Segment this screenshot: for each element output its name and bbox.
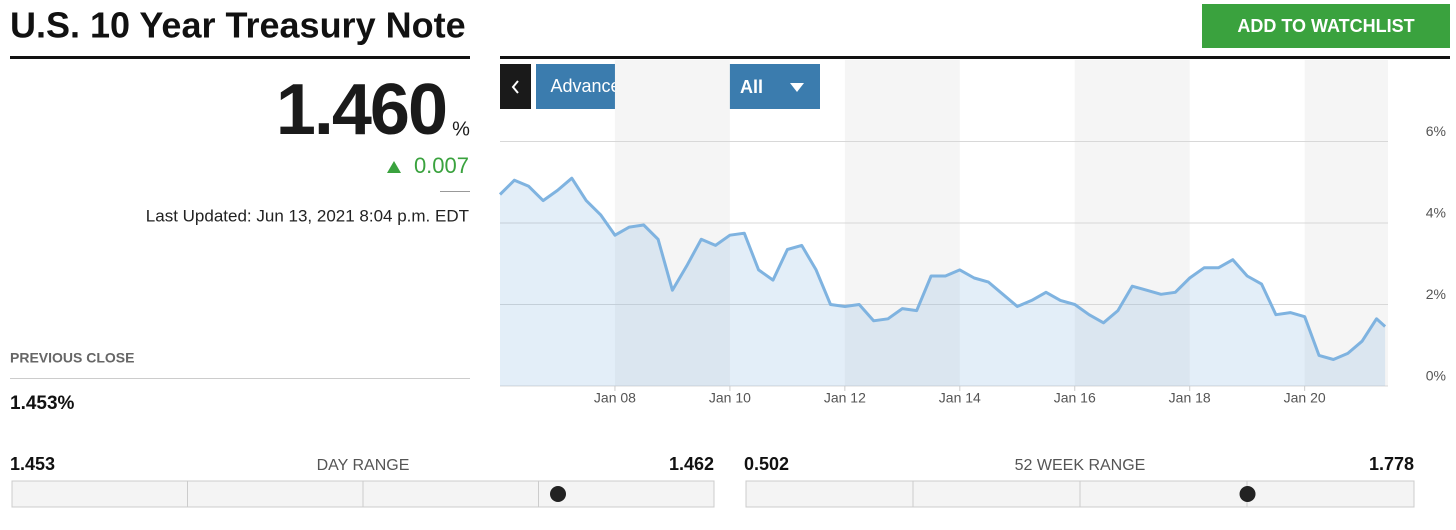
y-tick-label: 6% [1426,123,1446,139]
x-tick-label: Jan 12 [824,390,866,406]
previous-close: 1.453% [10,393,75,414]
chart-rule [500,56,1450,59]
area [500,178,1386,386]
dropdown-arrow[interactable] [790,83,804,92]
title-rule [10,56,470,59]
range-dot [1239,486,1256,502]
x-tick-label: Jan 14 [939,390,981,406]
price-unit: % [452,118,470,140]
y-tick-label: 0% [1426,368,1446,384]
x-tick-label: Jan 20 [1284,390,1326,406]
change: 0.007 [414,153,469,178]
range-label: 52 WEEK RANGE [1015,457,1146,474]
chart: 0% 2% 4% 6% Jan 08 Jan 10 Jan 12 Jan 14 Jan 16 Ja… [498,60,1446,406]
range-high: 1.462 [669,454,714,474]
y-tick-label: 2% [1426,286,1446,302]
title: U.S. 10 Year Treasury Note [10,5,466,46]
watchlist-label[interactable]: ADD TO WATCHLIST [1237,16,1414,36]
divider [10,378,470,379]
previous-close-label: PREVIOUS CLOSE [10,350,134,366]
y-tick-label: 4% [1426,205,1446,221]
x-tick-label: Jan 18 [1169,390,1211,406]
last-updated: Last Updated: Jun 13, 2021 8:04 p.m. EDT [146,206,469,225]
watchlist-button[interactable] [1202,4,1450,48]
range-dot [550,486,566,502]
x-tick-label: Jan 10 [709,390,751,406]
period-label[interactable]: All [740,77,763,97]
collapse-button[interactable] [500,64,531,109]
range-high: 1.778 [1369,454,1414,474]
line [498,176,1387,361]
up-arrow [387,161,401,173]
range-label: DAY RANGE [317,457,410,474]
price: 1.460 [276,70,446,150]
divider [440,191,470,192]
x-tick-label: Jan 16 [1054,390,1096,406]
range-low: 0.502 [744,454,789,474]
period-select[interactable] [724,64,820,109]
chevron[interactable] [511,80,519,94]
range-low: 1.453 [10,454,55,474]
x-tick-label: Jan 08 [594,390,636,406]
ranges: 1.453 DAY RANGE 1.462 0.502 52 WEEK RANGE 1.7… [10,454,1415,508]
